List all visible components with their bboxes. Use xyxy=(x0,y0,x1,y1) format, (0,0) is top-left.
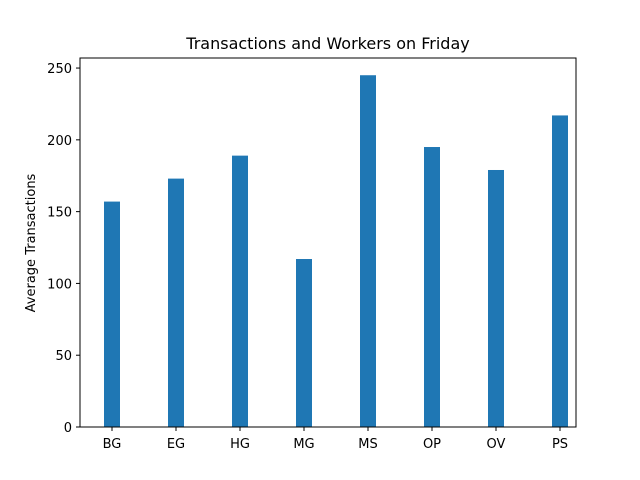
y-tick-label: 100 xyxy=(47,277,72,292)
y-tick-label: 50 xyxy=(55,349,72,364)
bar-mg xyxy=(296,259,312,427)
x-tick-label-ov: OV xyxy=(487,437,506,452)
x-tick-label-bg: BG xyxy=(103,437,122,452)
bars-layer xyxy=(104,75,568,428)
bar-ps xyxy=(552,115,568,427)
x-tick-label-mg: MG xyxy=(293,437,314,452)
y-axis: 0 50 100 150 200 250 xyxy=(47,62,80,436)
bar-eg xyxy=(168,178,184,427)
y-tick-label: 250 xyxy=(47,62,72,77)
x-tick-label-ms: MS xyxy=(358,437,377,452)
x-tick-label-hg: HG xyxy=(230,437,250,452)
bar-ov xyxy=(488,169,504,427)
x-tick-label-ps: PS xyxy=(552,437,568,452)
chart-title: Transactions and Workers on Friday xyxy=(185,34,469,53)
y-tick-label: 200 xyxy=(47,134,72,149)
x-tick-label-eg: EG xyxy=(167,437,185,452)
plot-frame xyxy=(79,57,577,428)
bar-hg xyxy=(232,155,248,427)
x-tick-label-op: OP xyxy=(423,437,441,452)
y-tick-label: 0 xyxy=(64,421,72,436)
bar-ms xyxy=(360,75,376,428)
y-axis-label: Average Transactions xyxy=(24,173,39,312)
bar-op xyxy=(424,147,440,427)
y-tick-label: 150 xyxy=(47,206,72,221)
bar-bg xyxy=(104,201,120,427)
x-axis: BG EG HG MG MS OP OV PS xyxy=(103,427,568,452)
